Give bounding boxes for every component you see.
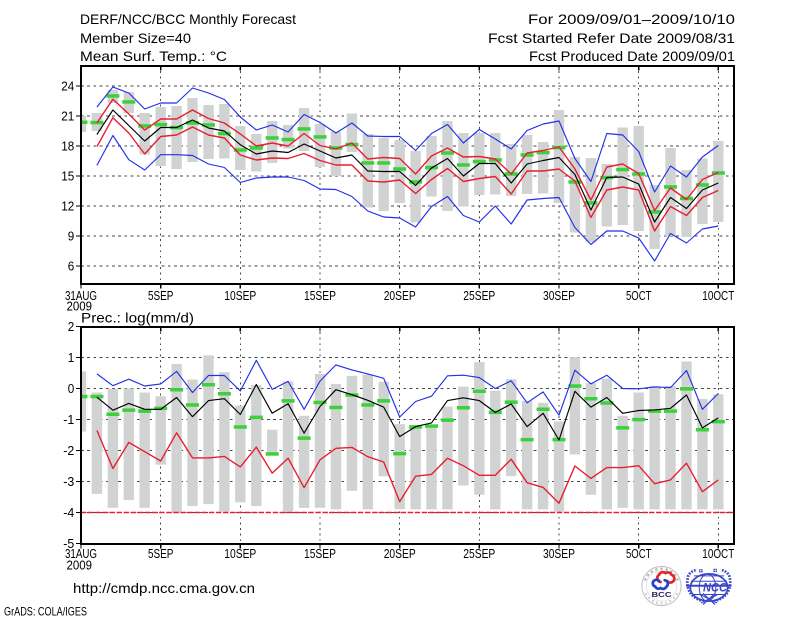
svg-text:For 2009/09/01–2009/10/10: For 2009/09/01–2009/10/10: [528, 11, 735, 27]
svg-text:5OCT: 5OCT: [626, 546, 652, 561]
svg-text:http://cmdp.ncc.cma.gov.cn: http://cmdp.ncc.cma.gov.cn: [73, 580, 255, 596]
svg-text:2009: 2009: [67, 299, 93, 314]
svg-text:Fcst Started Refer Date 2009/0: Fcst Started Refer Date 2009/08/31: [488, 30, 735, 46]
svg-text:1: 1: [68, 350, 75, 365]
svg-text:24: 24: [61, 79, 74, 94]
svg-text:25SEP: 25SEP: [463, 288, 495, 303]
svg-text:BCC: BCC: [652, 592, 672, 599]
svg-text:15SEP: 15SEP: [304, 546, 336, 561]
svg-text:5SEP: 5SEP: [148, 288, 174, 303]
svg-text:31AUG: 31AUG: [65, 288, 97, 303]
svg-text:10SEP: 10SEP: [224, 288, 256, 303]
svg-text:12: 12: [61, 199, 74, 214]
svg-text:NCC: NCC: [703, 582, 728, 594]
svg-text:GrADS: COLA/IGES: GrADS: COLA/IGES: [4, 605, 87, 619]
svg-text:0: 0: [68, 381, 75, 396]
svg-text:-3: -3: [63, 474, 74, 489]
svg-text:10OCT: 10OCT: [702, 546, 734, 561]
svg-text:2009: 2009: [67, 558, 93, 573]
svg-text:30SEP: 30SEP: [543, 288, 575, 303]
svg-text:-2: -2: [63, 443, 74, 458]
svg-text:Mean Surf. Temp.: °C: Mean Surf. Temp.: °C: [80, 48, 227, 64]
svg-text:-4: -4: [63, 505, 74, 520]
svg-text:15: 15: [61, 169, 74, 184]
svg-text:Fcst Produced Date 2009/09/01: Fcst Produced Date 2009/09/01: [529, 48, 735, 64]
svg-text:15SEP: 15SEP: [304, 288, 336, 303]
svg-text:6: 6: [68, 259, 75, 274]
svg-text:5OCT: 5OCT: [626, 288, 652, 303]
svg-text:Prec.: log(mm/d): Prec.: log(mm/d): [81, 310, 194, 326]
svg-text:9: 9: [68, 229, 75, 244]
svg-text:5SEP: 5SEP: [148, 546, 174, 561]
svg-text:21: 21: [61, 109, 74, 124]
svg-text:30SEP: 30SEP: [543, 546, 575, 561]
svg-text:20SEP: 20SEP: [384, 288, 416, 303]
svg-text:10OCT: 10OCT: [702, 288, 734, 303]
svg-text:-1: -1: [63, 412, 74, 427]
svg-text:10SEP: 10SEP: [224, 546, 256, 561]
svg-text:-5: -5: [63, 536, 74, 551]
svg-text:Member Size=40: Member Size=40: [80, 30, 191, 46]
svg-text:31AUG: 31AUG: [65, 546, 97, 561]
svg-text:2: 2: [68, 319, 75, 334]
svg-text:25SEP: 25SEP: [463, 546, 495, 561]
svg-text:20SEP: 20SEP: [384, 546, 416, 561]
svg-text:18: 18: [61, 139, 74, 154]
svg-text:DERF/NCC/BCC Monthly Forecast: DERF/NCC/BCC Monthly Forecast: [80, 11, 296, 27]
